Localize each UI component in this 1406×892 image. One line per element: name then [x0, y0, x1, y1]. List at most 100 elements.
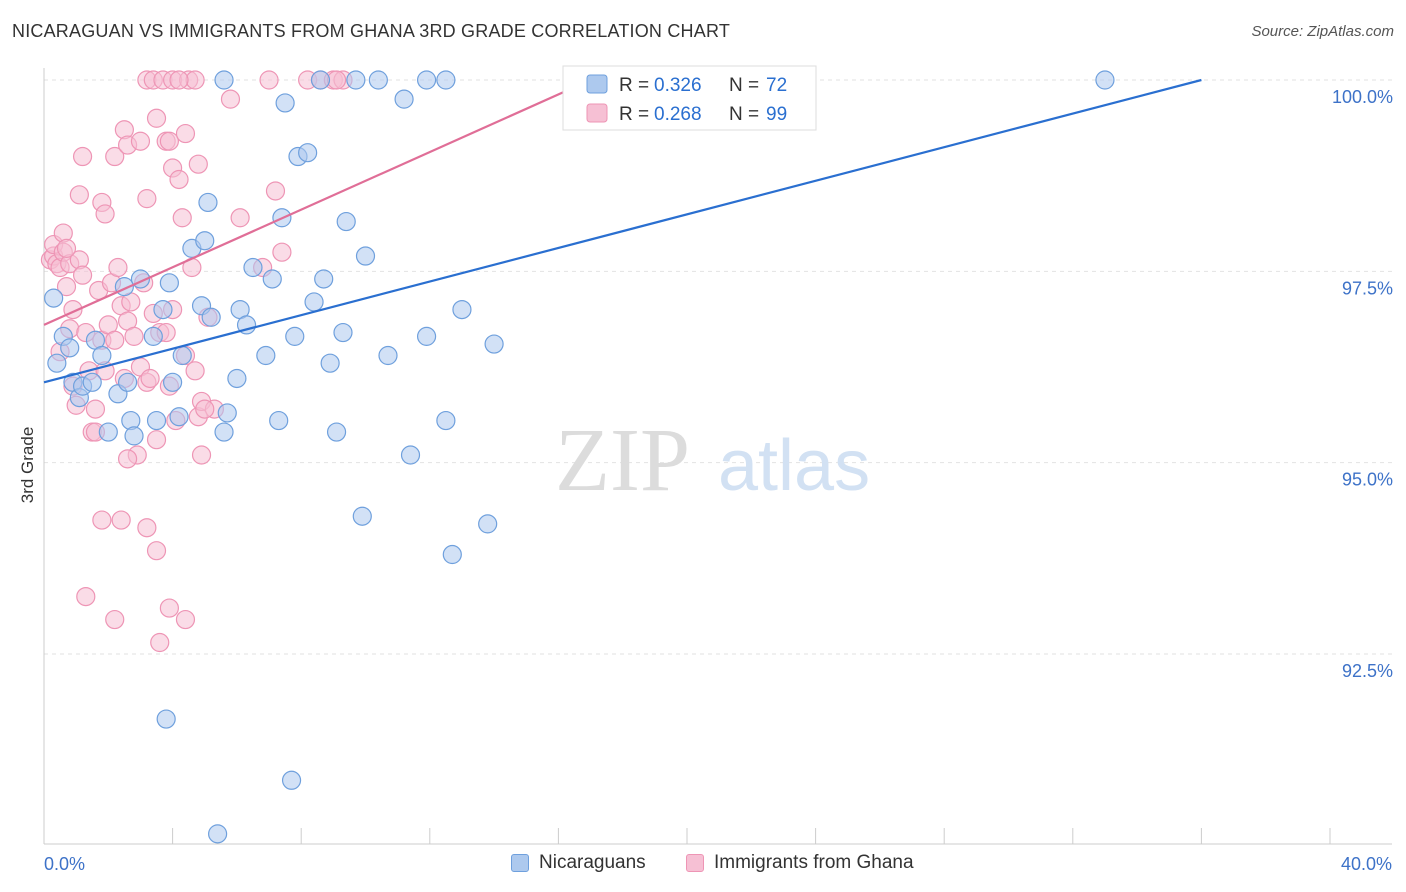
point-ghana — [95, 204, 115, 224]
point-nicaraguans — [217, 403, 237, 423]
point-ghana — [117, 449, 138, 469]
point-nicaraguans — [442, 544, 462, 565]
point-nicaraguans — [285, 326, 305, 346]
point-nicaraguans — [314, 269, 334, 289]
y-tick-label: 100.0% — [1332, 87, 1393, 107]
point-nicaraguans — [60, 338, 80, 358]
legend-item-ghana[interactable]: Immigrants from Ghana — [686, 852, 914, 874]
point-ghana — [140, 368, 160, 389]
point-ghana — [326, 70, 347, 90]
point-nicaraguans — [195, 231, 215, 251]
point-nicaraguans — [478, 514, 498, 534]
watermark-zip: ZIP — [555, 411, 690, 510]
legend-r-value-1: 0.326 — [654, 75, 702, 96]
point-nicaraguans — [298, 143, 318, 163]
point-ghana — [259, 70, 279, 90]
x-tick-label-left: 0.0% — [44, 854, 85, 874]
point-nicaraguans — [198, 192, 218, 213]
trend-line-nicaraguans — [43, 78, 1202, 384]
point-nicaraguans — [92, 345, 112, 366]
point-nicaraguans — [352, 506, 372, 526]
point-ghana — [72, 146, 93, 167]
point-nicaraguans — [214, 422, 234, 442]
point-nicaraguans — [201, 307, 221, 327]
point-nicaraguans — [159, 273, 179, 293]
legend-r-label-1: R = — [619, 75, 649, 96]
point-nicaraguans — [346, 70, 366, 90]
point-nicaraguans — [275, 93, 295, 113]
point-nicaraguans — [153, 300, 173, 320]
legend-swatch-nicaraguans — [586, 74, 608, 94]
point-nicaraguans — [169, 407, 189, 427]
point-ghana — [195, 399, 215, 419]
point-ghana — [137, 518, 157, 538]
point-ghana — [159, 131, 179, 151]
point-ghana — [108, 257, 128, 278]
point-nicaraguans — [208, 824, 228, 844]
point-ghana — [85, 399, 106, 419]
point-ghana — [191, 445, 212, 465]
point-nicaraguans — [394, 89, 414, 109]
watermark: ZIP atlas — [555, 411, 870, 510]
axes — [43, 68, 1392, 845]
point-nicaraguans — [304, 292, 324, 312]
point-ghana — [169, 70, 189, 90]
series-legend: Nicaraguans Immigrants from Ghana — [0, 852, 1406, 878]
source-label[interactable]: Source: ZipAtlas.com — [1251, 23, 1394, 40]
point-ghana — [105, 146, 125, 167]
legend-swatch-ghana-bottom — [686, 854, 704, 872]
point-ghana — [150, 632, 170, 653]
point-nicaraguans — [243, 257, 263, 278]
point-ghana — [56, 238, 77, 258]
point-ghana — [92, 510, 112, 530]
point-nicaraguans — [143, 326, 163, 346]
point-nicaraguans — [310, 70, 331, 90]
point-nicaraguans — [262, 269, 282, 289]
point-nicaraguans — [236, 315, 257, 335]
point-nicaraguans — [82, 372, 102, 392]
legend-item-nicaraguans[interactable]: Nicaraguans — [511, 852, 646, 874]
point-ghana — [76, 586, 96, 607]
point-nicaraguans — [378, 345, 398, 366]
legend-label-nicaraguans: Nicaraguans — [539, 852, 646, 873]
point-ghana — [130, 131, 151, 151]
point-ghana — [175, 123, 196, 144]
point-ghana — [172, 208, 192, 228]
legend-swatch-nicaraguans-bottom — [511, 854, 529, 872]
x-tick-label-right: 40.0% — [1341, 854, 1392, 874]
point-nicaraguans — [156, 709, 176, 729]
y-tick-labels: 100.0% 97.5% 95.0% 92.5% — [1332, 87, 1393, 681]
y-tick-label: 92.5% — [1342, 661, 1393, 681]
point-ghana — [56, 277, 77, 297]
point-ghana — [159, 598, 179, 618]
point-nicaraguans — [355, 246, 376, 266]
point-ghana — [220, 89, 241, 109]
point-ghana — [111, 510, 131, 530]
watermark-atlas: atlas — [718, 426, 870, 506]
gridlines — [44, 79, 1392, 655]
point-nicaraguans — [214, 70, 234, 90]
point-nicaraguans — [269, 410, 289, 431]
point-ghana — [265, 181, 286, 201]
point-ghana — [272, 242, 292, 262]
point-nicaraguans — [484, 334, 504, 354]
point-ghana — [137, 189, 157, 209]
legend-r-label-2: R = — [619, 104, 649, 125]
point-ghana — [105, 330, 125, 350]
point-ghana — [146, 541, 167, 561]
legend-swatch-ghana — [586, 103, 608, 123]
point-ghana — [105, 609, 125, 630]
point-nicaraguans — [124, 426, 144, 446]
legend-n-value-2: 99 — [766, 104, 787, 125]
point-ghana — [146, 430, 167, 450]
chart-title: NICARAGUAN VS IMMIGRANTS FROM GHANA 3RD … — [12, 21, 731, 41]
legend-label-ghana: Immigrants from Ghana — [714, 852, 914, 873]
point-nicaraguans — [400, 445, 421, 465]
point-nicaraguans — [281, 770, 302, 790]
point-nicaraguans — [416, 326, 437, 346]
legend-n-label-1: N = — [729, 75, 759, 96]
point-nicaraguans — [452, 300, 472, 320]
trend-lines — [43, 78, 1202, 384]
y-tick-label: 97.5% — [1342, 278, 1393, 298]
point-nicaraguans — [368, 70, 388, 90]
